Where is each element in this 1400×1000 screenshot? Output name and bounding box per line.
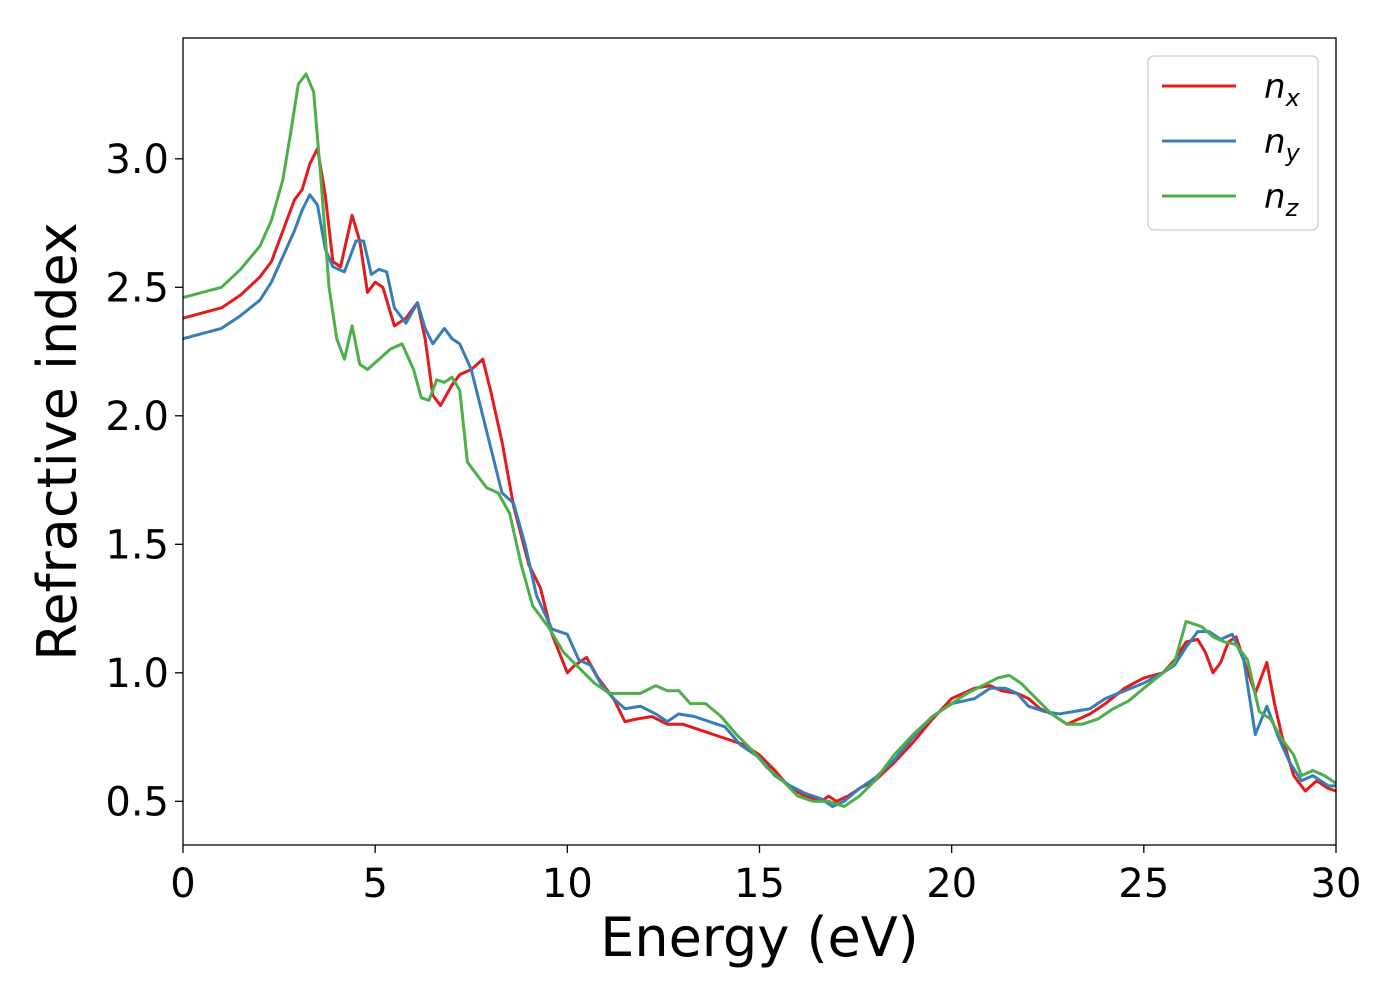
x-tick-label: 30: [1311, 861, 1362, 907]
x-tick-label: 25: [1118, 861, 1169, 907]
legend-box: [1147, 55, 1319, 231]
x-tick-label: 15: [734, 861, 785, 907]
x-tick-label: 5: [362, 861, 387, 907]
legend-label-z: nz: [1264, 177, 1300, 222]
legend: nx ny nz: [1147, 55, 1319, 231]
y-tick-label: 1.0: [105, 651, 169, 697]
x-tick-label: 0: [170, 861, 195, 907]
y-tick-label: 1.5: [105, 522, 169, 568]
series-line-z: [183, 72, 1336, 808]
y-tick-label: 0.5: [105, 779, 169, 825]
legend-label-x: nx: [1264, 67, 1301, 112]
x-tick-label: 10: [542, 861, 593, 907]
y-axis-label: Refractive index: [26, 222, 89, 661]
y-axis-ticks: 0.5 1.0 1.5 2.0 2.5 3.0: [105, 137, 183, 825]
series-layer: [183, 72, 1336, 808]
x-axis-ticks: 0 5 10 15 20 25 30: [170, 845, 1361, 907]
x-tick-label: 20: [926, 861, 977, 907]
y-tick-label: 3.0: [105, 137, 169, 183]
y-tick-label: 2.5: [105, 265, 169, 311]
y-tick-label: 2.0: [105, 394, 169, 440]
x-axis-label: Energy (eV): [600, 906, 919, 969]
legend-label-y: ny: [1264, 122, 1301, 167]
